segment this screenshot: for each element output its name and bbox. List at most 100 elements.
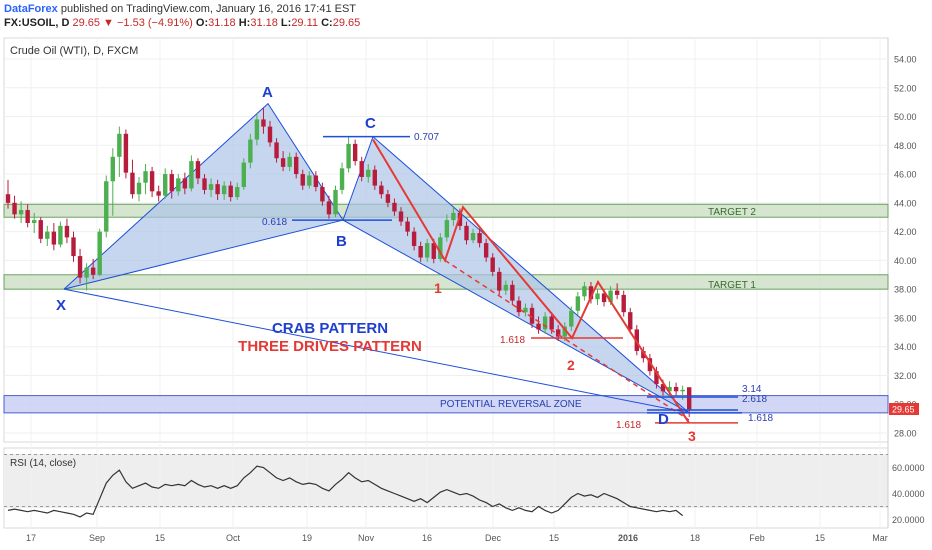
candle-body <box>130 172 135 195</box>
candle-body <box>143 171 148 183</box>
rsi-tick-label: 20.0000 <box>892 515 925 525</box>
candle-body <box>202 178 207 190</box>
candle-body <box>12 202 17 215</box>
candle-body <box>516 300 522 313</box>
candle-body <box>176 178 181 192</box>
fib-lines <box>292 135 742 424</box>
candle-body <box>608 290 613 303</box>
fib-1618-drive3-label: 1.618 <box>616 420 641 431</box>
drive-1-label: 1 <box>434 280 442 296</box>
rsi-series <box>4 454 888 518</box>
candle-body <box>549 316 554 330</box>
candle-body <box>339 168 345 190</box>
point-a-label: A <box>262 84 273 101</box>
rsi-band-fill <box>4 454 888 508</box>
price-tick-label: 50.00 <box>894 112 917 122</box>
price-tick-label: 38.00 <box>894 285 917 295</box>
candle-body <box>32 220 37 223</box>
candle-body <box>241 162 246 188</box>
candle-body <box>156 191 161 196</box>
point-b-label: B <box>336 233 347 250</box>
time-tick-label: 17 <box>26 533 36 543</box>
three-drives-path <box>372 139 690 424</box>
candle-body <box>392 202 397 212</box>
price-tick-label: 36.00 <box>894 313 917 323</box>
candle-body <box>359 161 364 177</box>
drive-3-label: 3 <box>688 428 696 444</box>
chart-header: DataForex published on TradingView.com, … <box>4 2 360 30</box>
open-label: O: <box>195 17 209 29</box>
price-tick-label: 40.00 <box>894 256 917 266</box>
candle-body <box>169 174 174 192</box>
candle-body <box>333 189 338 215</box>
crab-xab-triangle <box>63 102 344 290</box>
candle-body <box>542 316 548 330</box>
publisher-name[interactable]: DataForex <box>4 3 58 15</box>
candle-body <box>464 225 469 241</box>
candle-body <box>556 329 561 337</box>
candle-body <box>189 161 194 189</box>
last-price: 29.65 <box>72 17 100 29</box>
drive-2-label: 2 <box>567 357 575 373</box>
candle-body <box>5 194 11 203</box>
candle-body <box>274 142 279 159</box>
candle-body <box>385 194 391 203</box>
rsi-axis[interactable]: 60.0000 40.0000 20.0000 <box>892 463 925 525</box>
fib-0707-label: 0.707 <box>414 132 439 143</box>
candle-body <box>503 284 508 291</box>
rsi-line <box>7 465 684 518</box>
three-drives-pattern[interactable] <box>372 139 690 424</box>
price-tick-label: 48.00 <box>894 141 917 151</box>
price-tick-label: 52.00 <box>894 83 917 93</box>
candle-body <box>411 231 417 246</box>
candle-body <box>104 181 109 232</box>
candle-body <box>667 386 672 392</box>
time-tick-label: 16 <box>422 533 432 543</box>
fib-2618-label: 2.618 <box>742 394 767 405</box>
crab-pattern[interactable] <box>63 102 690 414</box>
candle-body <box>64 225 70 238</box>
candle-body <box>654 371 659 385</box>
candle-body <box>346 143 351 169</box>
candle-body <box>680 389 685 392</box>
candle-body <box>497 271 502 291</box>
candle-body <box>621 294 626 313</box>
candle-body <box>575 296 581 311</box>
candle-body <box>313 175 319 188</box>
time-tick-label: Oct <box>226 533 241 543</box>
time-axis[interactable]: 17 Sep 15 Oct 19 Nov 16 Dec 15 2016 18 Feb 15 Mar <box>26 533 888 543</box>
high-value: 31.18 <box>250 17 278 29</box>
fib-1618-drive2-label: 1.618 <box>500 335 525 346</box>
candle-body <box>267 126 273 143</box>
candle-body <box>77 256 83 278</box>
fib-0618-label: 0.618 <box>262 217 287 228</box>
candle-body <box>195 161 201 179</box>
candle-body <box>326 201 332 215</box>
target-2-label: TARGET 2 <box>708 207 756 218</box>
point-x-label: X <box>56 297 66 314</box>
price-change: ▼ −1.53 (−4.91%) <box>103 17 193 29</box>
candle-body <box>660 384 666 392</box>
symbol-label: FX:USOIL, D <box>4 17 70 29</box>
price-axis[interactable]: 54.00 52.00 50.00 48.00 46.00 44.00 42.00 40.00… <box>894 55 917 439</box>
rsi-tick-label: 60.0000 <box>892 463 925 473</box>
last-price-tag-bg <box>889 403 919 415</box>
candle-body <box>123 133 129 173</box>
candle-body <box>490 257 495 272</box>
price-tick-label: 54.00 <box>894 55 917 65</box>
open-value: 31.18 <box>208 17 236 29</box>
candle-body <box>300 174 305 186</box>
candle-body <box>117 133 122 157</box>
chart-title: Crude Oil (WTI), D, FXCM <box>10 45 138 57</box>
candle-body <box>97 231 102 275</box>
price-tick-label: 28.00 <box>894 429 917 439</box>
price-tick-label: 32.00 <box>894 371 917 381</box>
time-tick-label: 15 <box>549 533 559 543</box>
point-d-label: D <box>658 411 669 428</box>
time-tick-label: Mar <box>872 533 888 543</box>
crab-bcd-triangle <box>342 135 690 414</box>
candle-body <box>58 225 63 245</box>
rsi-tick-label: 40.0000 <box>892 489 925 499</box>
rsi-title: RSI (14, close) <box>10 458 76 469</box>
